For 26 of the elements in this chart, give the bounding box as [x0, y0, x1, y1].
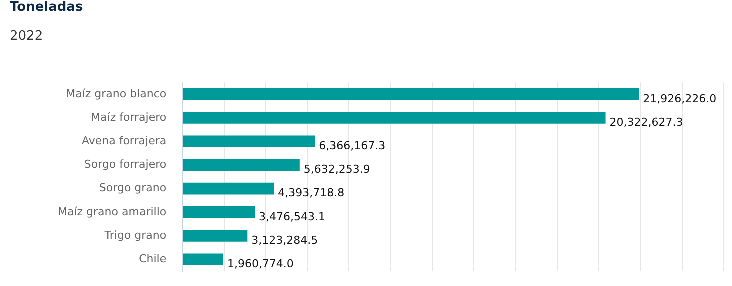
y-tick-label: Maíz grano amarillo [58, 205, 167, 218]
y-tick-label: Maíz grano blanco [66, 87, 167, 100]
data-label: 5,632,253.9 [304, 163, 370, 176]
data-label: 21,926,226.0 [643, 92, 717, 106]
y-tick-label: Sorgo grano [99, 182, 167, 195]
y-tick-label: Avena forrajera [82, 134, 167, 148]
y-tick-label: Trigo grano [104, 228, 167, 242]
data-label: 4,393,718.8 [278, 186, 345, 200]
text: Toneladas [10, 0, 84, 15]
data-label: 3,123,284.5 [252, 234, 318, 247]
data-label: 20,322,627.3 [610, 116, 684, 129]
y-tick-label: Sorgo forrajero [84, 158, 167, 172]
y-tick-label: Chile [139, 252, 167, 266]
bar [183, 159, 300, 172]
data-label: 3,476,543.1 [259, 210, 326, 224]
bar [183, 230, 248, 242]
text: 2022 [10, 29, 44, 44]
y-tick-label: Maíz forrajero [91, 110, 167, 124]
data-label: 1,960,774.0 [227, 257, 294, 270]
bar [183, 112, 606, 124]
bar [183, 88, 640, 100]
bar [183, 206, 256, 218]
bar [183, 254, 224, 266]
bar [183, 136, 316, 148]
data-label: 6,366,167.3 [319, 139, 386, 152]
bar [183, 182, 274, 195]
